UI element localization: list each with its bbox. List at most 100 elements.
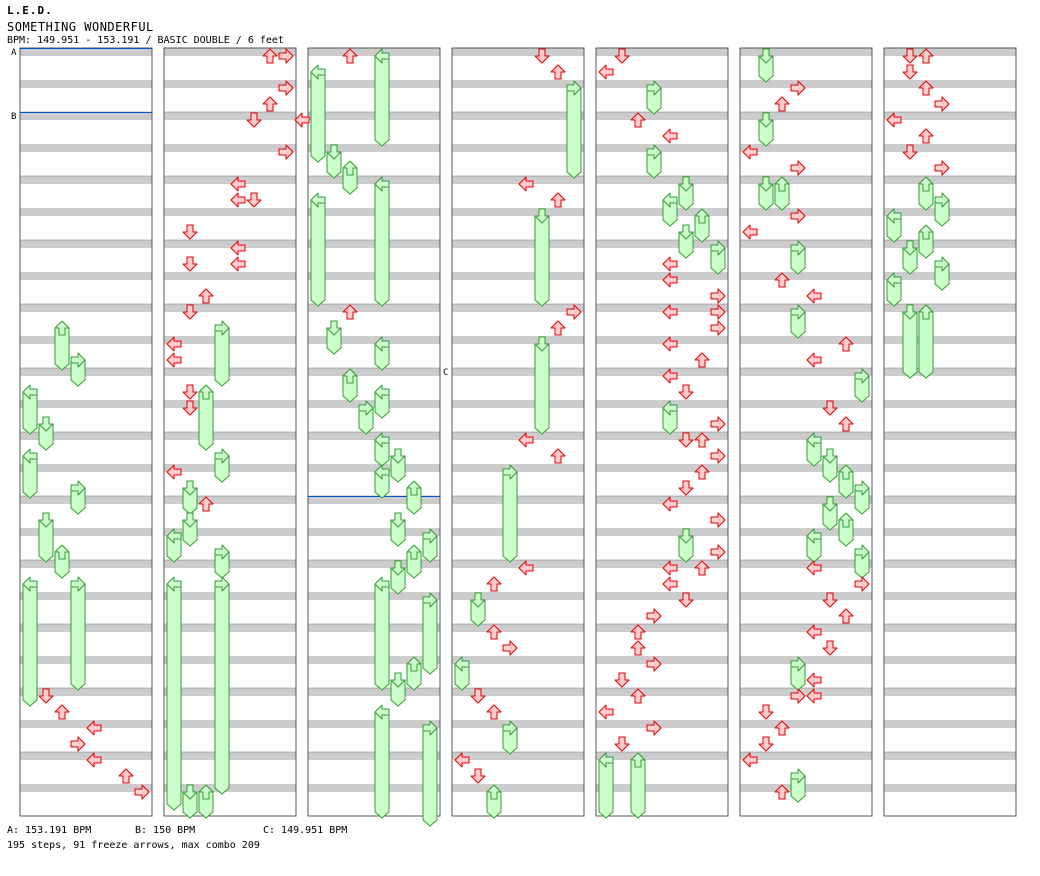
down-arrow	[182, 304, 198, 320]
beat-stripe	[452, 144, 584, 152]
up-arrow-freeze-head	[838, 464, 854, 480]
up-arrow	[694, 464, 710, 480]
right-arrow-freeze-head	[646, 144, 662, 160]
beat-stripe	[596, 176, 728, 184]
left-arrow	[86, 752, 102, 768]
beat-stripe	[740, 752, 872, 760]
arrow-shape	[758, 736, 774, 752]
beat-stripe	[596, 752, 728, 760]
arrow-shape	[342, 368, 358, 384]
arrow-shape	[934, 96, 950, 112]
freeze-arrow-body	[166, 583, 182, 811]
right-arrow	[278, 48, 294, 64]
arrow-shape	[518, 176, 534, 192]
right-arrow-freeze-head	[566, 80, 582, 96]
down-arrow	[902, 64, 918, 80]
arrow-shape	[806, 672, 822, 688]
freeze-arrow-body	[22, 583, 38, 707]
beat-stripe	[308, 144, 440, 152]
beat-stripe	[452, 592, 584, 600]
arrow-shape	[646, 80, 662, 96]
down-arrow-freeze-head	[390, 560, 406, 576]
up-arrow	[486, 576, 502, 592]
beat-stripe	[452, 688, 584, 696]
up-arrow	[694, 352, 710, 368]
freeze-arrow-body	[502, 471, 518, 563]
beat-stripe	[452, 400, 584, 408]
up-arrow	[118, 768, 134, 784]
down-arrow	[678, 432, 694, 448]
beat-stripe	[452, 304, 584, 312]
up-arrow	[486, 624, 502, 640]
left-arrow	[662, 304, 678, 320]
right-arrow-freeze-head	[854, 544, 870, 560]
up-arrow	[198, 288, 214, 304]
arrow-shape	[550, 64, 566, 80]
bpm-marker-a: A	[11, 48, 17, 58]
arrow-shape	[886, 112, 902, 128]
arrow-shape	[502, 720, 518, 736]
arrow-shape	[710, 304, 726, 320]
down-arrow	[758, 704, 774, 720]
right-arrow	[710, 448, 726, 464]
beat-stripe	[596, 144, 728, 152]
arrow-shape	[662, 272, 678, 288]
beat-stripe	[164, 400, 296, 408]
beat-stripe	[452, 176, 584, 184]
beat-stripe	[164, 336, 296, 344]
left-arrow-freeze-head	[374, 48, 390, 64]
right-arrow	[710, 288, 726, 304]
arrow-shape	[822, 448, 838, 464]
left-arrow	[518, 176, 534, 192]
beat-stripe	[452, 464, 584, 472]
arrow-shape	[806, 528, 822, 544]
arrow-shape	[230, 192, 246, 208]
right-arrow-freeze-head	[422, 528, 438, 544]
arrow-shape	[470, 592, 486, 608]
arrow-shape	[422, 528, 438, 544]
left-arrow	[518, 560, 534, 576]
right-arrow	[134, 784, 150, 800]
up-arrow-freeze-head	[342, 160, 358, 176]
arrow-shape	[710, 512, 726, 528]
chart-summary: 195 steps, 91 freeze arrows, max combo 2…	[7, 840, 260, 851]
up-arrow-freeze-head	[694, 208, 710, 224]
arrow-shape	[182, 480, 198, 496]
freeze-arrow-body	[374, 711, 390, 819]
up-arrow	[774, 272, 790, 288]
beat-stripe	[20, 208, 152, 216]
down-arrow-freeze-head	[182, 512, 198, 528]
right-arrow	[710, 320, 726, 336]
arrow-shape	[806, 624, 822, 640]
down-arrow	[614, 48, 630, 64]
beat-stripe	[308, 688, 440, 696]
beat-stripe	[452, 784, 584, 792]
beat-stripe	[884, 240, 1016, 248]
arrow-shape	[630, 624, 646, 640]
right-arrow	[710, 544, 726, 560]
up-arrow	[630, 112, 646, 128]
beat-stripe	[308, 720, 440, 728]
beat-stripe	[164, 240, 296, 248]
beat-stripe	[884, 688, 1016, 696]
beat-stripe	[740, 464, 872, 472]
beat-stripe	[164, 528, 296, 536]
beat-stripe	[884, 432, 1016, 440]
beat-stripe	[740, 432, 872, 440]
arrow-shape	[902, 240, 918, 256]
beat-stripe	[884, 560, 1016, 568]
arrow-shape	[662, 128, 678, 144]
left-arrow-freeze-head	[598, 752, 614, 768]
right-arrow-freeze-head	[934, 192, 950, 208]
beat-stripe	[596, 368, 728, 376]
arrow-shape	[166, 352, 182, 368]
down-arrow	[822, 592, 838, 608]
beat-stripe	[20, 688, 152, 696]
left-arrow	[662, 368, 678, 384]
arrow-shape	[22, 576, 38, 592]
arrow-shape	[646, 608, 662, 624]
up-arrow-freeze-head	[54, 320, 70, 336]
down-arrow	[182, 224, 198, 240]
right-arrow	[278, 80, 294, 96]
arrow-shape	[166, 336, 182, 352]
